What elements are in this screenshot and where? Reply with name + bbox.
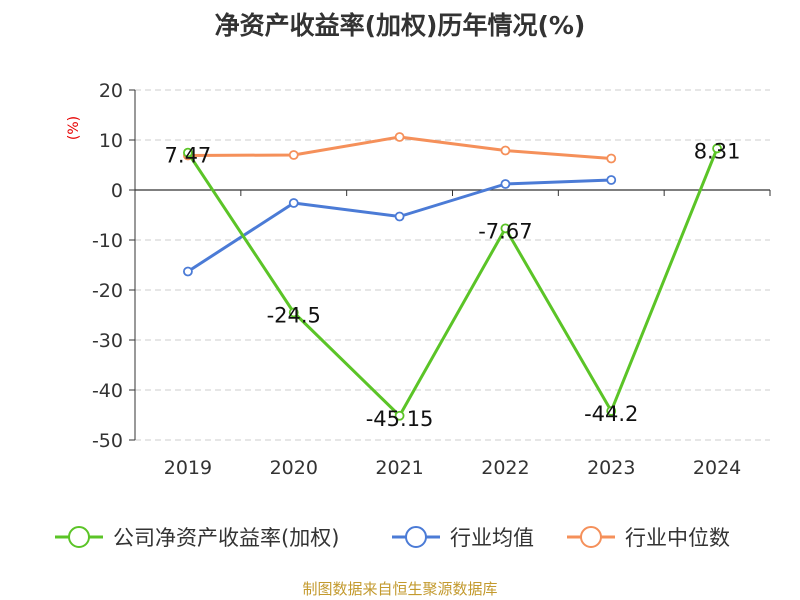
legend: 公司净资产收益率(加权) 行业均值 行业中位数 (55, 526, 730, 550)
data-label: 7.47 (165, 144, 212, 168)
data-point-1 (394, 211, 405, 222)
data-point-1 (500, 179, 511, 189)
data-point-1 (183, 266, 193, 277)
source-note: 制图数据来自恒生聚源数据库 (302, 580, 498, 598)
x-tick-label: 2020 (270, 457, 318, 479)
data-label: -24.5 (267, 304, 321, 328)
y-tick-label: -40 (92, 380, 123, 402)
x-tick-label: 2021 (375, 457, 423, 479)
data-point-2 (288, 150, 299, 160)
axes: 20 10 0 -10 -20 -30 -40 -50 2019 2020 2021 2022 2023… (66, 80, 771, 479)
legend-label: 行业均值 (450, 526, 534, 550)
y-tick-label: -50 (92, 430, 123, 452)
data-label: -45.15 (366, 407, 434, 431)
y-tick-label: 0 (111, 180, 123, 202)
legend-marker (68, 526, 90, 548)
data-point-0 (288, 307, 299, 318)
legend-label: 公司净资产收益率(加权) (113, 526, 339, 550)
data-point-1 (606, 175, 617, 185)
chart-title: 净资产收益率(加权)历年情况(%) (214, 11, 586, 40)
x-tick-label: 2024 (693, 457, 741, 479)
data-point-0 (500, 223, 511, 234)
data-label: 8.31 (694, 139, 741, 163)
data-point-2 (394, 132, 405, 142)
data-labels: 7.47 -24.5 -45.15 -7.67 -44.2 8.31 (165, 139, 741, 430)
data-point-0 (712, 143, 722, 154)
legend-label: 行业中位数 (625, 526, 730, 550)
data-point-0 (606, 406, 617, 416)
legend-marker (405, 526, 427, 548)
grid-lines (135, 89, 770, 441)
series-line-0 (186, 147, 719, 418)
data-point-0 (394, 410, 405, 421)
series-lines (183, 132, 722, 421)
x-tick-label: 2019 (164, 457, 212, 479)
legend-marker (580, 526, 602, 548)
data-point-1 (288, 198, 299, 208)
data-label: -44.2 (584, 402, 638, 426)
data-label: -7.67 (478, 219, 532, 243)
series-line-1 (187, 178, 612, 273)
y-tick-label: -20 (92, 280, 123, 302)
y-tick-label: -30 (92, 330, 123, 352)
x-tick-label: 2022 (481, 457, 529, 479)
data-point-0 (183, 147, 193, 158)
y-axis-unit-label: (%) (66, 116, 82, 140)
data-point-2 (500, 145, 511, 156)
data-point-2 (606, 153, 617, 164)
y-tick-label: -10 (92, 230, 123, 252)
y-tick-label: 10 (99, 130, 123, 152)
y-tick-label: 20 (99, 80, 123, 102)
x-tick-label: 2023 (587, 457, 635, 479)
